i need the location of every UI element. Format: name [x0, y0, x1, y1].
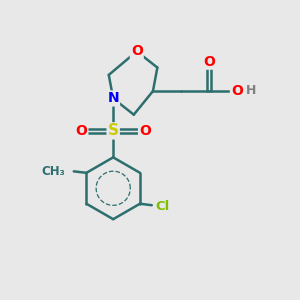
Text: Cl: Cl — [155, 200, 170, 213]
Text: H: H — [246, 84, 257, 97]
Text: O: O — [139, 124, 151, 138]
Text: O: O — [76, 124, 87, 138]
Text: O: O — [203, 55, 215, 69]
Text: O: O — [131, 44, 143, 58]
Text: N: N — [107, 92, 119, 106]
Text: S: S — [108, 123, 119, 138]
Text: O: O — [231, 84, 243, 98]
Text: CH₃: CH₃ — [41, 165, 65, 178]
